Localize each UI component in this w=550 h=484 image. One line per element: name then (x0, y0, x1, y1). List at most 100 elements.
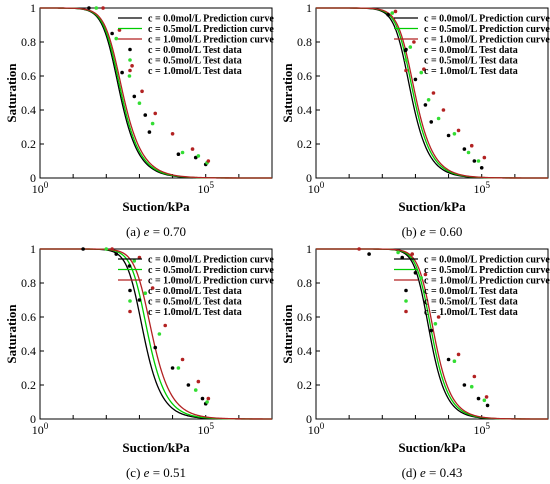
y-tick-label: 0 (306, 171, 312, 185)
legend-entry: c = 0.0mol/L Test data (148, 286, 242, 297)
test-data-point (476, 159, 481, 163)
test-data-point (137, 101, 142, 105)
y-tick-label: 0.4 (21, 344, 36, 358)
test-data-point (132, 94, 137, 99)
test-data-point (140, 89, 144, 94)
test-data-point (485, 403, 490, 408)
x-tick-label: 100 (32, 421, 49, 437)
test-data-point (436, 315, 441, 319)
x-tick-label: 105 (197, 180, 214, 196)
legend-entry: c = 0.5mol/L Prediction curve (424, 24, 550, 35)
test-data-point (104, 247, 109, 251)
test-data-point (462, 383, 467, 387)
y-tick-label: 1 (306, 1, 312, 15)
test-data-point (462, 147, 467, 151)
legend-entry: c = 0.5mol/L Test data (424, 56, 518, 67)
plot-frame (39, 7, 273, 179)
y-tick-label: 0.4 (297, 344, 312, 358)
x-axis-label: Suction/kPa (122, 440, 190, 455)
y-tick-label: 0.6 (21, 310, 36, 324)
test-data-point (130, 64, 134, 68)
plot-frame (39, 248, 273, 420)
test-data-point (127, 264, 132, 268)
legend-marker-swatch (404, 299, 408, 303)
test-data-point (452, 359, 457, 364)
test-data-point (176, 152, 181, 156)
test-data-point (190, 147, 195, 151)
test-data-point (206, 159, 211, 163)
legend-marker-swatch (404, 58, 408, 62)
legend-entry: c = 1.0mol/L Prediction curve (424, 276, 550, 287)
legend-entry: c = 0.0mol/L Prediction curve (424, 14, 550, 25)
legend-marker-swatch (128, 309, 132, 314)
x-tick-label: 105 (473, 180, 490, 196)
panel-caption: (c) e = 0.51 (126, 465, 186, 480)
legend-entry: c = 0.0mol/L Test data (148, 45, 242, 56)
x-tick-label: 105 (197, 421, 214, 437)
x-tick-label: 100 (308, 180, 325, 196)
test-data-point (87, 6, 91, 10)
legend-entry: c = 1.0mol/L Test data (148, 66, 242, 77)
test-data-point (429, 120, 434, 124)
y-tick-label: 0.8 (297, 35, 312, 49)
test-data-point (472, 374, 477, 379)
legend-entry: c = 1.0mol/L Test data (424, 307, 518, 318)
test-data-point (196, 154, 201, 158)
test-data-point (196, 379, 201, 384)
legend-entry: c = 0.0mol/L Test data (424, 45, 518, 56)
test-data-point (193, 155, 198, 160)
test-data-point (117, 28, 122, 32)
test-data-point (186, 383, 191, 387)
legend-marker-swatch (128, 299, 132, 303)
test-data-point (150, 121, 155, 126)
x-tick-label: 105 (473, 421, 490, 437)
test-data-point (137, 298, 142, 302)
y-axis-label: Saturation (4, 63, 19, 123)
x-axis-label: Suction/kPa (122, 199, 190, 214)
test-data-point (429, 328, 434, 333)
legend-entry: c = 1.0mol/L Prediction curve (424, 35, 550, 46)
legend-marker-swatch (404, 309, 408, 314)
y-tick-label: 0.8 (21, 276, 36, 290)
test-data-point (484, 395, 489, 399)
y-tick-label: 0.2 (21, 137, 36, 151)
legend-marker-swatch (404, 47, 408, 52)
legend-entry: c = 0.0mol/L Prediction curve (148, 14, 274, 25)
y-axis-label: Saturation (280, 63, 295, 123)
y-tick-label: 0 (30, 412, 36, 426)
chart-panel-2: 0 0.2 0.4 0.6 0.8 1 100 105 Suction/kPa Saturatio… (280, 1, 550, 239)
legend-marker-swatch (128, 288, 132, 293)
test-data-point (200, 396, 205, 401)
test-data-point (431, 91, 436, 95)
legend-entry: c = 1.0mol/L Test data (424, 66, 518, 77)
test-data-point (446, 133, 451, 138)
test-data-point (367, 252, 371, 256)
y-tick-label: 0 (30, 171, 36, 185)
test-data-point (426, 98, 431, 102)
test-data-point (150, 286, 155, 290)
test-data-point (423, 103, 428, 107)
test-data-point (176, 366, 181, 370)
y-tick-label: 1 (30, 242, 36, 256)
y-tick-label: 1 (30, 1, 36, 15)
test-data-point (180, 357, 185, 362)
test-data-point (110, 247, 114, 251)
test-data-point (170, 132, 175, 136)
test-data-point (441, 108, 446, 112)
test-data-point (479, 166, 484, 170)
legend-marker-swatch (128, 68, 132, 73)
legend-entry: c = 0.5mol/L Test data (148, 297, 242, 308)
test-data-point (482, 155, 487, 160)
legend-entry: c = 1.0mol/L Prediction curve (148, 35, 274, 46)
prediction-curve-3 (40, 248, 272, 420)
y-tick-label: 0.6 (21, 69, 36, 83)
test-data-point (147, 130, 152, 134)
legend-marker-swatch (128, 58, 132, 62)
test-data-point (386, 13, 390, 17)
y-tick-label: 1 (306, 242, 312, 256)
test-data-point (423, 272, 428, 277)
test-data-point (446, 357, 451, 362)
prediction-curve-3 (316, 248, 548, 420)
test-data-point (94, 6, 99, 10)
test-data-point (419, 70, 424, 75)
